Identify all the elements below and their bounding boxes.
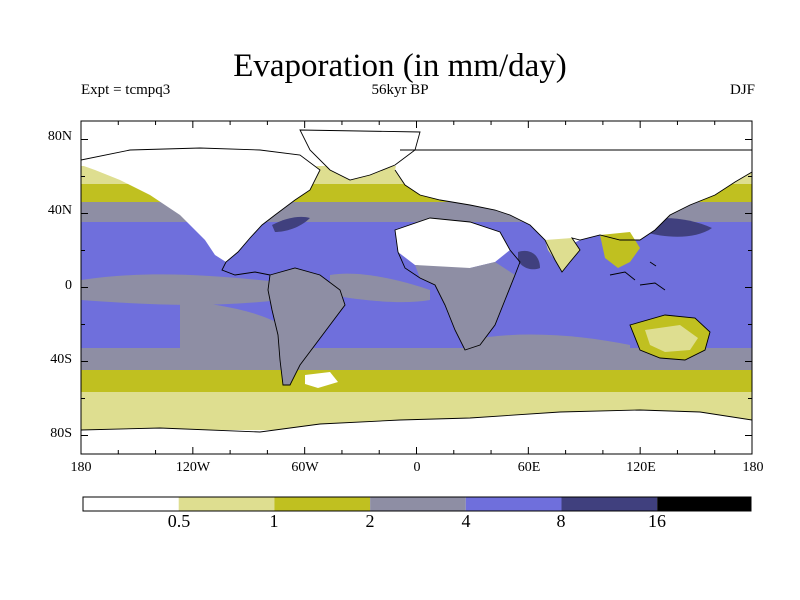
colorbar-swatch-3: [274, 497, 371, 511]
period-label: 56kyr BP: [371, 82, 429, 98]
evaporation-field: [81, 121, 752, 454]
lon-label-180w: 180: [70, 460, 92, 475]
pacific-equatorial-grey: [81, 274, 280, 305]
southeast-asia-land: [600, 232, 640, 268]
colorbar-swatch-2: [178, 497, 275, 511]
colorbar-label-1: 1: [269, 511, 279, 531]
colorbar-label-4: 4: [461, 511, 471, 531]
lat-label-40n: 40N: [47, 203, 72, 218]
lat-label-80s: 80S: [50, 426, 72, 441]
north-america-land: [81, 150, 320, 262]
pacific-southeast-grey: [180, 300, 290, 350]
colorbar-swatch-5: [465, 497, 562, 511]
coast-africa: [394, 217, 521, 351]
india-land: [545, 238, 580, 272]
africa-south-land: [415, 262, 515, 350]
coast-indonesia: [609, 261, 666, 291]
map-title: Evaporation (in mm/day): [233, 48, 567, 84]
colorbar: [82, 496, 752, 512]
colorbar-frame: [82, 496, 752, 512]
lon-label-60e: 60E: [517, 460, 541, 475]
colorbar-swatch-6: [561, 497, 658, 511]
lon-label-120w: 120W: [175, 460, 211, 475]
indian-south-grey: [470, 334, 630, 360]
eurasia-land: [395, 150, 752, 250]
lon-label-60w: 60W: [291, 460, 319, 475]
gulf-stream-dark: [272, 216, 310, 232]
colorbar-label-2: 2: [365, 511, 375, 531]
season-label: DJF: [729, 82, 755, 98]
experiment-label: Expt = tcmpq3: [81, 82, 171, 98]
lat-label-equator: 0: [65, 278, 72, 293]
africa-sahara: [395, 218, 510, 268]
colorbar-label-16: 16: [648, 511, 666, 531]
colorbar-swatch-1: [83, 497, 179, 511]
atlantic-equatorial-grey: [330, 273, 430, 303]
antarctica-land: [81, 410, 752, 454]
coast-antarctica: [81, 409, 752, 433]
lat-label-80n: 80N: [47, 129, 72, 144]
coast-north-america: [81, 147, 321, 276]
lon-label-180e: 180: [742, 460, 764, 475]
band-south-mid: [81, 370, 752, 392]
coast-eurasia: [394, 149, 752, 273]
greenland-land: [300, 130, 420, 180]
south-america-land: [268, 268, 345, 385]
australia-interior: [645, 325, 698, 352]
coast-south-america: [267, 267, 346, 386]
colorbar-swatch-4: [370, 497, 466, 511]
coast-australia: [629, 314, 711, 361]
patagonia-ice: [305, 372, 338, 388]
colorbar-label-0-5: 0.5: [167, 511, 191, 531]
arabian-sea-dark: [518, 250, 540, 270]
axis-ticks: [80, 121, 753, 454]
lon-label-0: 0: [413, 460, 421, 475]
colorbar-label-8: 8: [556, 511, 566, 531]
coast-greenland: [299, 129, 421, 181]
lon-label-120e: 120E: [626, 460, 656, 475]
colorbar-swatch-7: [657, 497, 751, 511]
coastlines: [81, 129, 752, 433]
lat-label-40s: 40S: [50, 352, 72, 367]
